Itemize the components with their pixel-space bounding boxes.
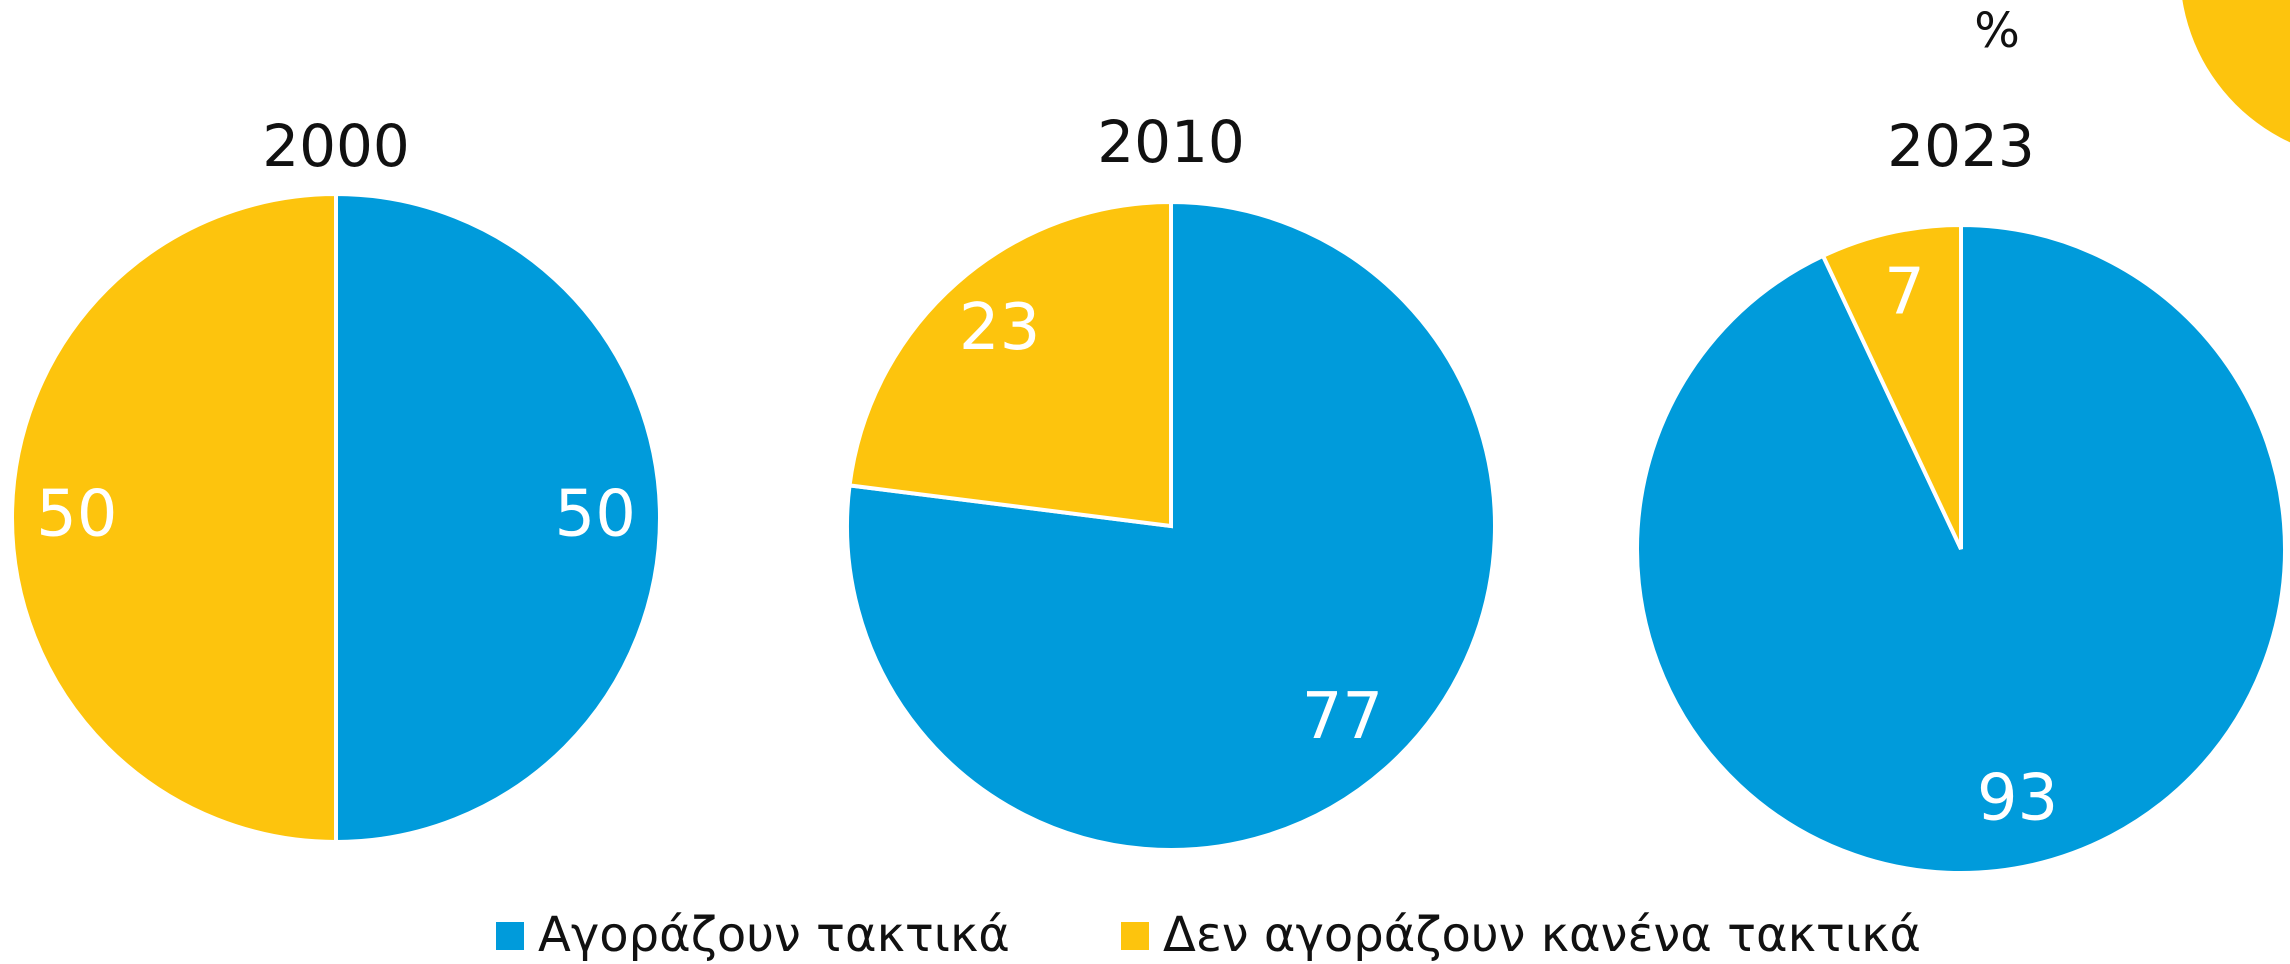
legend-swatch — [1121, 922, 1149, 950]
legend-label: Δεν αγοράζουν κανένα τακτικά — [1163, 907, 1921, 963]
decoration-circle — [2182, 0, 2290, 143]
slice-label: 77 — [1302, 680, 1383, 754]
pie-slice — [847, 199, 1173, 529]
pie-title: 2023 — [1887, 112, 2035, 180]
pie-slice — [334, 191, 662, 845]
slice-label: 7 — [1884, 256, 1925, 330]
legend-label: Αγοράζουν τακτικά — [538, 907, 1010, 963]
pie-slice — [10, 191, 338, 845]
slice-label: 50 — [554, 478, 635, 552]
slice-label: 50 — [36, 478, 117, 552]
legend-swatch — [496, 922, 524, 950]
pie-title: 2010 — [1097, 108, 1245, 176]
slice-label: 93 — [1977, 762, 2058, 836]
unit-label: % — [1974, 3, 2020, 59]
slice-label: 23 — [959, 291, 1040, 365]
pie-slice — [1820, 222, 1963, 550]
pie-title: 2000 — [262, 112, 410, 180]
